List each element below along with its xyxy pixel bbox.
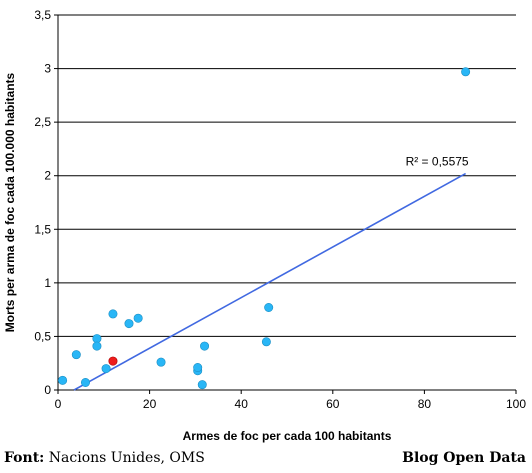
data-point xyxy=(200,341,210,351)
y-tick-label: 2,5 xyxy=(34,115,51,129)
x-axis-title: Armes de foc per cada 100 habitants xyxy=(183,429,392,443)
data-point xyxy=(261,337,271,347)
data-point xyxy=(156,357,166,367)
axes xyxy=(57,15,516,391)
data-point xyxy=(133,313,143,323)
x-tick-label: 80 xyxy=(418,397,432,411)
grid-lines xyxy=(54,14,517,394)
y-axis-title: Morts per arma de foc cada 100.000 habit… xyxy=(3,72,17,332)
data-point xyxy=(197,380,207,390)
y-tick-label: 2 xyxy=(44,169,51,183)
data-point xyxy=(58,375,68,385)
trendline xyxy=(73,172,467,391)
data-point xyxy=(124,319,134,329)
y-tick-label: 1,5 xyxy=(34,222,51,236)
highlight-point xyxy=(108,356,118,366)
source-credit-text: Nacions Unides, OMS xyxy=(44,450,205,466)
source-credit: Font: Nacions Unides, OMS xyxy=(4,450,205,466)
data-point xyxy=(264,302,274,312)
x-tick-label: 0 xyxy=(55,397,62,411)
y-tick-label: 1 xyxy=(44,276,51,290)
y-tick-label: 0,5 xyxy=(34,329,51,343)
source-credit-label: Font: xyxy=(4,450,45,466)
data-point xyxy=(92,334,102,344)
data-point xyxy=(461,67,471,77)
x-tick-label: 20 xyxy=(143,397,157,411)
data-point xyxy=(80,377,90,387)
y-tick-label: 3 xyxy=(44,62,51,76)
x-tick-label: 40 xyxy=(235,397,249,411)
y-tick-label: 0 xyxy=(44,383,51,397)
data-point xyxy=(71,350,81,360)
trendline-group xyxy=(73,172,467,391)
y-tick-label: 3,5 xyxy=(34,8,51,22)
data-point xyxy=(108,309,118,319)
x-tick-label: 100 xyxy=(506,397,526,411)
y-tick-labels: 0 0,5 1 1,5 2 2,5 3 3,5 xyxy=(34,8,51,397)
data-point xyxy=(92,341,102,351)
data-points xyxy=(58,67,471,390)
r-squared-label: R² = 0,5575 xyxy=(406,155,469,169)
brand-credit: Blog Open Data xyxy=(402,450,526,466)
x-tick-label: 60 xyxy=(326,397,340,411)
x-tick-labels: 0 20 40 60 80 100 xyxy=(55,397,527,411)
data-point xyxy=(193,362,203,372)
data-point xyxy=(101,364,111,374)
